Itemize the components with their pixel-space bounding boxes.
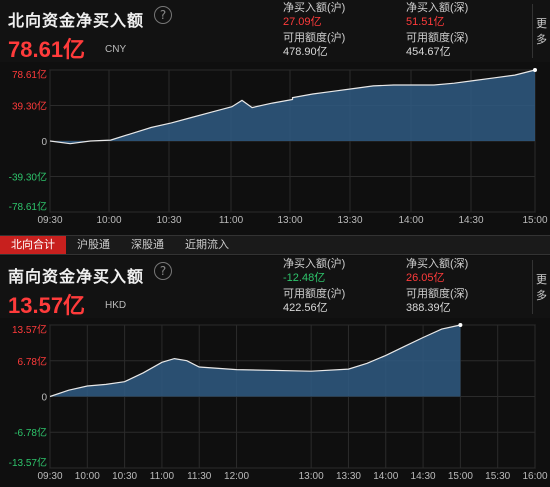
x-tick-label: 14:30: [411, 471, 436, 482]
stat-value: -12.48亿: [283, 272, 326, 284]
x-tick-label: 10:00: [96, 215, 121, 226]
y-tick-label: 6.78亿: [18, 355, 47, 368]
y-tick-label: 13.57亿: [12, 323, 47, 336]
x-tick-label: 13:00: [277, 215, 302, 226]
y-tick-label: 0: [41, 393, 47, 404]
stat-label: 净买入额(深): [406, 258, 469, 270]
north-stat-sz-net: 净买入额(深) 51.51亿: [406, 1, 468, 29]
stat-value: 27.09亿: [283, 16, 322, 28]
south-stat-sz-net: 净买入额(深) 26.05亿: [406, 257, 468, 285]
y-tick-label: 0: [41, 137, 47, 148]
x-tick-label: 10:30: [112, 471, 137, 482]
tab-recent-inflow[interactable]: 近期流入: [185, 238, 229, 251]
south-unit: HKD: [105, 300, 127, 311]
flow-end-point: [533, 68, 537, 72]
y-tick-label: -6.78亿: [14, 426, 47, 439]
stat-value: 454.67亿: [406, 46, 451, 58]
flow-line: [49, 324, 461, 398]
x-tick-label: 14:30: [458, 215, 483, 226]
y-tick-label: -78.61亿: [9, 200, 47, 213]
stat-label: 可用额度(深): [406, 32, 469, 44]
y-tick-label: -39.30亿: [9, 170, 47, 183]
south-stat-sh-quota: 可用额度(沪) 422.56亿: [283, 287, 345, 315]
stat-value: 422.56亿: [283, 302, 328, 314]
stat-label: 净买入额(深): [406, 2, 469, 14]
stat-value: 388.39亿: [406, 302, 451, 314]
north-total: 78.61亿: [8, 37, 86, 62]
north-header: 北向资金净买入额 ? 78.61亿 CNY 净买入额(沪) 27.09亿 净买入…: [0, 0, 550, 62]
north-stat-sh-net: 净买入额(沪) 27.09亿: [283, 1, 345, 29]
stat-value: 51.51亿: [406, 16, 445, 28]
x-tick-label: 15:30: [485, 471, 510, 482]
stat-label: 净买入额(沪): [283, 2, 346, 14]
stat-label: 可用额度(沪): [283, 32, 346, 44]
x-tick-label: 15:00: [448, 471, 473, 482]
x-tick-label: 13:30: [336, 471, 361, 482]
stat-label: 可用额度(沪): [283, 288, 346, 300]
x-tick-label: 09:30: [37, 471, 62, 482]
x-tick-label: 11:00: [150, 471, 175, 482]
north-unit: CNY: [105, 44, 127, 55]
flow-end-point: [458, 323, 463, 327]
y-tick-label: 78.61亿: [12, 68, 47, 81]
x-tick-label: 16:00: [522, 471, 547, 482]
x-tick-label: 14:00: [398, 215, 423, 226]
north-stat-sh-quota: 可用额度(沪) 478.90亿: [283, 31, 345, 59]
x-tick-label: 11:30: [187, 471, 212, 482]
stat-value: 478.90亿: [283, 46, 328, 58]
x-tick-label: 14:00: [373, 471, 398, 482]
north-stat-sz-quota: 可用额度(深) 454.67亿: [406, 31, 468, 59]
x-tick-label: 13:00: [299, 471, 324, 482]
stat-label: 可用额度(深): [406, 288, 469, 300]
stat-label: 净买入额(沪): [283, 258, 346, 270]
x-tick-label: 10:00: [75, 471, 100, 482]
north-help-icon[interactable]: ?: [154, 6, 172, 24]
flow-line: [49, 69, 536, 145]
south-stat-sz-quota: 可用额度(深) 388.39亿: [406, 287, 468, 315]
north-title: 北向资金净买入额: [8, 11, 145, 30]
x-tick-label: 15:00: [522, 215, 547, 226]
x-tick-label: 13:30: [337, 215, 362, 226]
tab-sh-connect[interactable]: 沪股通: [77, 238, 110, 251]
x-tick-label: 09:30: [37, 215, 62, 226]
flow-area: [50, 325, 461, 397]
south-help-icon[interactable]: ?: [154, 262, 172, 280]
y-tick-label: 39.30亿: [12, 100, 47, 113]
south-flow-chart: 13.57亿 6.78亿 0 -6.78亿 -13.57亿 09:30 10:00 10:30…: [9, 323, 548, 482]
tab-bar: 北向合计 沪股通 深股通 近期流入: [0, 235, 550, 255]
south-title: 南向资金净买入额: [8, 267, 145, 286]
south-header: 南向资金净买入额 ? 13.57亿 HKD 净买入额(沪) -12.48亿 净买…: [0, 256, 550, 318]
x-tick-label: 10:30: [156, 215, 181, 226]
north-flow-chart: 78.61亿 39.30亿 0 -39.30亿 -78.61亿 09:30 10:00 10:…: [9, 68, 548, 226]
tab-sz-connect[interactable]: 深股通: [131, 238, 164, 251]
y-tick-label: -13.57亿: [9, 456, 47, 469]
x-tick-label: 11:00: [219, 215, 244, 226]
x-tick-label: 12:00: [224, 471, 249, 482]
north-more-button[interactable]: 更多: [532, 4, 550, 58]
flow-area: [50, 70, 535, 144]
stat-value: 26.05亿: [406, 272, 445, 284]
tab-north-total[interactable]: 北向合计: [0, 236, 66, 254]
south-stat-sh-net: 净买入额(沪) -12.48亿: [283, 257, 345, 285]
south-total: 13.57亿: [8, 293, 86, 318]
south-more-button[interactable]: 更多: [532, 260, 550, 314]
